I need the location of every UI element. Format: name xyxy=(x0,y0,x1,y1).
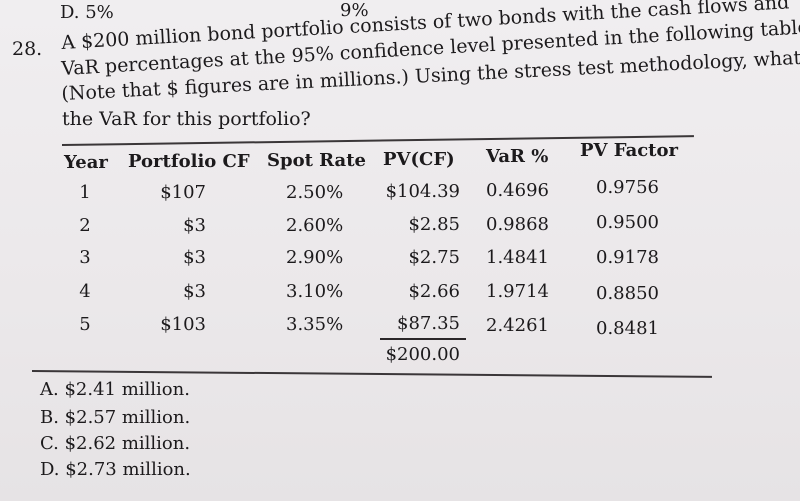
cell-pv-factor: 0.8850 xyxy=(596,283,659,304)
cell-var-pct: 2.4261 xyxy=(486,315,549,336)
cell-var-pct: 0.9868 xyxy=(486,214,549,235)
cell-portfolio-cf: $103 xyxy=(160,314,206,335)
header-pv-cf: PV(CF) xyxy=(383,149,455,170)
cell-pv-factor: 0.9756 xyxy=(596,177,659,198)
answer-option-d: D. $2.73 million. xyxy=(40,459,191,480)
cell-var-pct: 1.4841 xyxy=(486,247,549,268)
question-line-4: the VaR for this portfolio? xyxy=(62,108,311,130)
cell-pv-cf: $104.39 xyxy=(385,181,460,202)
cell-pv-factor: 0.9178 xyxy=(596,247,659,268)
cell-portfolio-cf: $3 xyxy=(183,281,206,302)
cell-spot-rate: 2.50% xyxy=(286,182,344,203)
cell-spot-rate: 2.60% xyxy=(286,215,344,236)
cell-spot-rate: 3.35% xyxy=(286,314,344,335)
cell-pv-cf: $2.66 xyxy=(408,281,460,302)
cell-spot-rate: 2.90% xyxy=(286,247,344,268)
sum-underline xyxy=(380,338,466,340)
table-bottom-rule xyxy=(31,370,712,378)
cell-year: 3 xyxy=(79,247,91,268)
cell-pv-cf: $2.75 xyxy=(408,247,460,268)
cell-year: 4 xyxy=(79,281,91,302)
cell-pv-cf: $2.85 xyxy=(408,214,460,235)
cell-year: 1 xyxy=(79,182,91,203)
cell-pv-factor: 0.8481 xyxy=(596,318,659,339)
header-spot-rate: Spot Rate xyxy=(267,150,366,171)
header-var-pct: VaR % xyxy=(486,146,549,167)
cell-var-pct: 0.4696 xyxy=(486,180,549,201)
question-number: 28. xyxy=(12,38,43,60)
cell-year: 5 xyxy=(79,314,91,335)
answer-option-c: C. $2.62 million. xyxy=(40,433,191,454)
answer-option-b: B. $2.57 million. xyxy=(40,407,191,428)
cell-var-pct: 1.9714 xyxy=(486,281,549,302)
previous-answer-option: D. 5% xyxy=(60,2,114,23)
header-year: Year xyxy=(64,152,108,173)
cell-year: 2 xyxy=(79,215,91,236)
cell-spot-rate: 3.10% xyxy=(286,281,344,302)
pv-total: $200.00 xyxy=(385,344,460,365)
cell-pv-factor: 0.9500 xyxy=(596,212,659,233)
cell-portfolio-cf: $107 xyxy=(160,182,206,203)
cell-portfolio-cf: $3 xyxy=(183,215,206,236)
stray-percent-mark: 9% xyxy=(340,0,369,21)
header-portfolio-cf: Portfolio CF xyxy=(128,151,250,172)
cell-portfolio-cf: $3 xyxy=(183,247,206,268)
cell-pv-cf: $87.35 xyxy=(397,313,460,334)
header-pv-factor: PV Factor xyxy=(580,140,678,161)
answer-option-a: A. $2.41 million. xyxy=(40,379,190,400)
